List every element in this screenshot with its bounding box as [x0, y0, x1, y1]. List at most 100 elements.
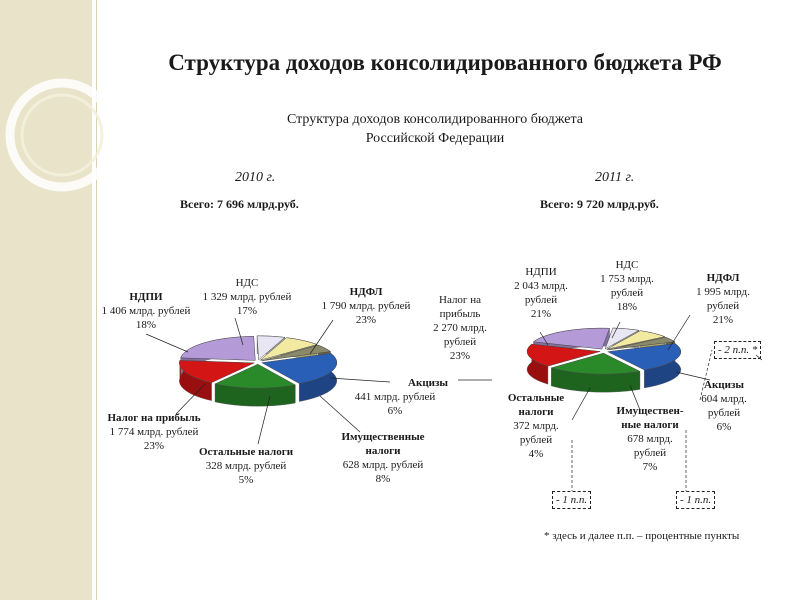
pie-2010-slice-akcizy: [256, 335, 286, 361]
leader-line: [675, 371, 711, 381]
subtitle-line-2: Российской Федерации: [365, 131, 505, 146]
pie-2011-slice-pribyl: [606, 343, 682, 371]
label-percent: 8%: [375, 473, 391, 485]
label-name: НДС: [235, 277, 259, 289]
label-2010-ndfl: НДФЛ 1 790 млрд. рублей 23%: [314, 285, 418, 327]
pie-2011-slice-ostal: [607, 336, 676, 351]
label-name: Акцизы: [408, 377, 448, 389]
label-name: НДФЛ: [706, 272, 740, 284]
left-decor-band: [0, 0, 92, 600]
label-2011-akcizy: Акцизы 604 млрд. рублей 6%: [692, 378, 756, 434]
leader-line: [234, 317, 244, 346]
label-name: Остальные налоги: [507, 392, 565, 418]
label-value: 628 млрд. рублей: [342, 459, 424, 471]
label-percent: 23%: [143, 440, 165, 452]
label-2010-pribyl: Налог на прибыль 1 774 млрд. рублей 23%: [98, 411, 210, 453]
change-badge-imush: - 1 п.п.: [676, 491, 716, 509]
label-value: 1 406 млрд. рублей: [101, 305, 191, 317]
label-value: 678 млрд. рублей: [627, 433, 673, 459]
pie-2010-slice-nds: [179, 360, 255, 383]
label-percent: 18%: [616, 301, 638, 313]
total-2010: Всего: 7 696 млрд.руб.: [180, 197, 299, 211]
label-name: НДФЛ: [349, 286, 383, 298]
leader-line: [257, 395, 271, 445]
pie-2010: [179, 335, 337, 407]
leader-line: [611, 321, 621, 339]
label-value: 2 270 млрд. рублей: [433, 322, 487, 348]
leader-line: [539, 331, 549, 346]
pie-2011: [526, 327, 682, 393]
pie-2010-slice-pribyl: [261, 353, 337, 384]
leader-line: [175, 383, 206, 415]
chart-subtitle: Структура доходов консолидированного бюд…: [200, 110, 670, 148]
page-title: Структура доходов консолидированного бюд…: [168, 50, 722, 75]
label-name: Имуществен-ные налоги: [616, 405, 684, 431]
label-name: Налог на прибыль: [439, 294, 481, 320]
label-percent: 18%: [135, 319, 157, 331]
label-name: НДПИ: [525, 266, 557, 278]
label-percent: 21%: [712, 314, 734, 326]
footnote: * здесь и далее п.п. – процентные пункты: [544, 530, 740, 542]
label-2011-nds: НДС 1 753 млрд. рублей 18%: [590, 258, 664, 314]
label-name: НДС: [615, 259, 639, 271]
label-2010-nds: НДС 1 329 млрд. рублей 17%: [195, 276, 299, 318]
label-value: 328 млрд. рублей: [205, 460, 287, 472]
decor-separator: [96, 0, 97, 600]
label-2010-imush: Имущественные налоги 628 млрд. рублей 8%: [330, 430, 436, 486]
pie-2010-slice-ndfl: [180, 336, 256, 361]
label-percent: 6%: [716, 421, 732, 433]
pie-2011-slice-imush: [606, 330, 666, 350]
leader-line: [667, 314, 691, 351]
label-percent: 23%: [355, 314, 377, 326]
label-value: 1 790 млрд. рублей: [321, 300, 411, 312]
label-value: 372 млрд. рублей: [513, 420, 559, 446]
label-name: Акцизы: [704, 379, 744, 391]
label-2011-imush: Имуществен-ные налоги 678 млрд. рублей 7…: [610, 404, 690, 474]
label-name: Имущественные налоги: [341, 431, 425, 457]
pie-2010-slice-imush: [260, 337, 318, 361]
label-2011-ndfl: НДФЛ 1 995 млрд. рублей 21%: [686, 271, 760, 327]
change-badge-ndfl: - 2 п.п. *: [714, 341, 762, 359]
change-badge-ostal: - 1 п.п.: [552, 491, 592, 509]
label-value: 441 млрд. рублей: [354, 391, 436, 403]
label-name: НДПИ: [129, 291, 163, 303]
label-2011-ndpi: НДПИ 2 043 млрд. рублей 21%: [506, 265, 576, 321]
decor-circles: [5, 78, 119, 192]
subtitle-line-1: Структура доходов консолидированного бюд…: [286, 112, 584, 127]
leader-line: [571, 387, 591, 421]
pie-2011-slice-akcizy: [604, 327, 640, 350]
label-value: 1 774 млрд. рублей: [109, 426, 199, 438]
year-2010: 2010 г.: [235, 170, 276, 185]
pie-2011-slice-nds: [526, 343, 601, 367]
label-percent: 21%: [530, 308, 552, 320]
leader-line: [309, 319, 334, 355]
total-2011: Всего: 9 720 млрд.руб.: [540, 197, 659, 211]
label-value: 2 043 млрд. рублей: [514, 280, 568, 306]
label-2011-ostal: Остальные налоги 372 млрд. рублей 4%: [500, 391, 572, 461]
leader-line: [329, 377, 391, 383]
leader-lines: [145, 314, 763, 491]
label-2010-akcizy: Акцизы 441 млрд. рублей 6%: [342, 376, 448, 418]
label-name: Остальные налоги: [198, 446, 294, 458]
pie-2010-slice-ndpi: [214, 363, 297, 389]
pie-2011-slice-ndfl: [532, 327, 610, 350]
change-connector: [699, 349, 713, 401]
label-percent: 23%: [449, 350, 471, 362]
pie-2011-slice-ndpi: [550, 352, 641, 375]
leader-line: [145, 333, 189, 353]
leader-line: [319, 395, 361, 433]
label-percent: 4%: [528, 448, 544, 460]
label-percent: 6%: [387, 405, 403, 417]
label-percent: 17%: [236, 305, 258, 317]
label-2010-ostal: Остальные налоги 328 млрд. рублей 5%: [190, 445, 302, 487]
label-value: 1 753 млрд. рублей: [600, 273, 654, 299]
label-value: 1 995 млрд. рублей: [696, 286, 750, 312]
label-2010-ndpi: НДПИ 1 406 млрд. рублей 18%: [96, 290, 196, 332]
label-value: 604 млрд. рублей: [701, 393, 747, 419]
leader-line: [629, 384, 641, 411]
label-value: 1 329 млрд. рублей: [202, 291, 292, 303]
label-2011-pribyl: Налог на прибыль 2 270 млрд. рублей 23%: [425, 293, 495, 363]
year-2011: 2011 г.: [595, 170, 635, 185]
label-name: Налог на прибыль: [107, 412, 201, 424]
